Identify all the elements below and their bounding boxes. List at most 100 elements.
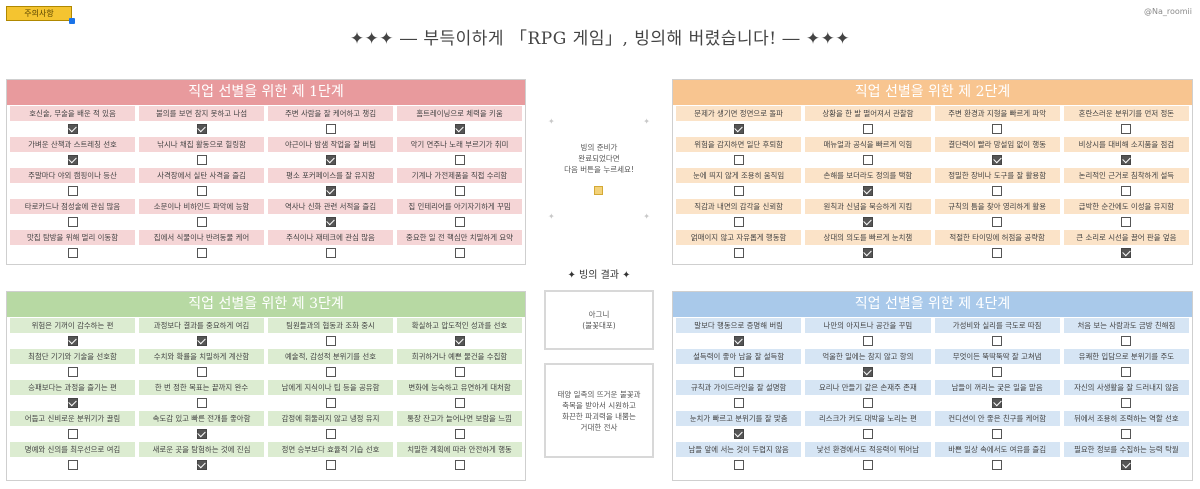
checkbox[interactable] [862,429,873,439]
checkbox[interactable] [325,124,336,134]
checkbox[interactable] [1121,155,1132,165]
checkbox[interactable] [992,124,1003,134]
checkbox[interactable] [67,367,78,377]
checklist-item: 원칙과 신념을 묵승하게 지킴 [805,199,931,230]
checkbox[interactable] [67,429,78,439]
checkbox[interactable] [454,155,465,165]
checkbox[interactable] [196,186,207,196]
checkbox[interactable] [67,124,78,134]
checklist-item-label: 리스크가 커도 대박을 노리는 편 [805,411,931,426]
checkbox[interactable] [67,398,78,408]
checkbox[interactable] [992,155,1003,165]
checkbox[interactable] [67,460,78,470]
checklist-item-label: 새로운 곳을 탐험하는 것에 진심 [139,442,264,457]
checklist-item: 처음 보는 사람과도 금방 친해짐 [1063,318,1189,349]
checklist-item: 새로운 곳을 탐험하는 것에 진심 [139,442,264,473]
checkbox[interactable] [196,336,207,346]
checkbox[interactable] [196,398,207,408]
checkbox[interactable] [196,460,207,470]
checkbox[interactable] [196,124,207,134]
page-title: ✦✦✦ ― 부득이하게 「RPG 게임」, 빙의해 버렸습니다! ― ✦✦✦ [349,29,851,49]
checkbox[interactable] [325,155,336,165]
checkbox[interactable] [1121,124,1132,134]
checkbox[interactable] [1121,248,1132,258]
checkbox[interactable] [862,248,873,258]
checkbox[interactable] [1121,398,1132,408]
checkbox[interactable] [862,186,873,196]
checkbox[interactable] [67,155,78,165]
checkbox[interactable] [325,336,336,346]
checkbox[interactable] [862,460,873,470]
checkbox[interactable] [196,217,207,227]
checkbox[interactable] [733,155,744,165]
checkbox[interactable] [992,336,1003,346]
checkbox[interactable] [992,429,1003,439]
checkbox[interactable] [733,217,744,227]
checklist-item: 사격장에서 실탄 사격을 즐김 [139,168,264,199]
checkbox[interactable] [1121,186,1132,196]
checkbox[interactable] [67,336,78,346]
checkbox[interactable] [454,124,465,134]
checkbox[interactable] [67,217,78,227]
checkbox[interactable] [862,155,873,165]
checkbox[interactable] [733,248,744,258]
checklist-item-label: 나만의 아지트나 공간을 꾸밈 [805,318,931,333]
checklist-item-label: 야근이나 밤샘 작업을 잘 버팀 [268,137,393,152]
checkbox[interactable] [196,155,207,165]
checkbox[interactable] [733,367,744,377]
checkbox[interactable] [862,217,873,227]
checkbox[interactable] [325,186,336,196]
checklist-item-label: 무엇이든 뚝딱뚝딱 잘 고쳐냄 [934,349,1060,364]
checkbox[interactable] [454,429,465,439]
checkbox[interactable] [67,248,78,258]
checkbox[interactable] [196,248,207,258]
checkbox[interactable] [733,398,744,408]
checklist-item-label: 호신술, 무술을 배운 적 있음 [10,106,135,121]
checkbox[interactable] [992,217,1003,227]
checkbox[interactable] [325,367,336,377]
checkbox[interactable] [992,367,1003,377]
checkbox[interactable] [325,217,336,227]
checkbox[interactable] [733,336,744,346]
checkbox[interactable] [1121,217,1132,227]
checkbox[interactable] [454,460,465,470]
checkbox[interactable] [454,248,465,258]
checkbox[interactable] [733,429,744,439]
checkbox-cell [1064,364,1189,380]
checkbox[interactable] [325,398,336,408]
checkbox[interactable] [1121,460,1132,470]
checkbox[interactable] [454,336,465,346]
checkbox[interactable] [325,460,336,470]
checklist-item: 얽매이지 않고 자유롭게 행동함 [676,230,802,261]
checklist-item-label: 혼란스러운 분위기를 먼저 정돈 [1063,106,1189,121]
checkbox[interactable] [454,367,465,377]
checkbox[interactable] [325,429,336,439]
checkbox[interactable] [196,429,207,439]
checkbox[interactable] [1121,336,1132,346]
ready-checkbox[interactable] [594,186,603,195]
checkbox[interactable] [67,186,78,196]
checkbox[interactable] [862,367,873,377]
checkbox[interactable] [1121,367,1132,377]
checkbox[interactable] [1121,429,1132,439]
resize-handle[interactable] [69,18,75,24]
checkbox[interactable] [733,124,744,134]
checkbox[interactable] [992,398,1003,408]
notice-button[interactable]: 주의사항 [6,6,72,21]
checkbox[interactable] [454,217,465,227]
checkbox[interactable] [454,398,465,408]
checkbox-cell [10,395,135,411]
checkbox[interactable] [733,460,744,470]
checkbox[interactable] [992,460,1003,470]
checkbox[interactable] [196,367,207,377]
checkbox[interactable] [733,186,744,196]
checkbox[interactable] [992,186,1003,196]
checklist-item: 위험을 감지하면 일단 후퇴함 [676,137,802,168]
checkbox[interactable] [992,248,1003,258]
checkbox[interactable] [862,398,873,408]
checkbox-cell [805,333,930,349]
checkbox[interactable] [325,248,336,258]
checkbox[interactable] [454,186,465,196]
checkbox[interactable] [862,124,873,134]
checkbox[interactable] [862,336,873,346]
